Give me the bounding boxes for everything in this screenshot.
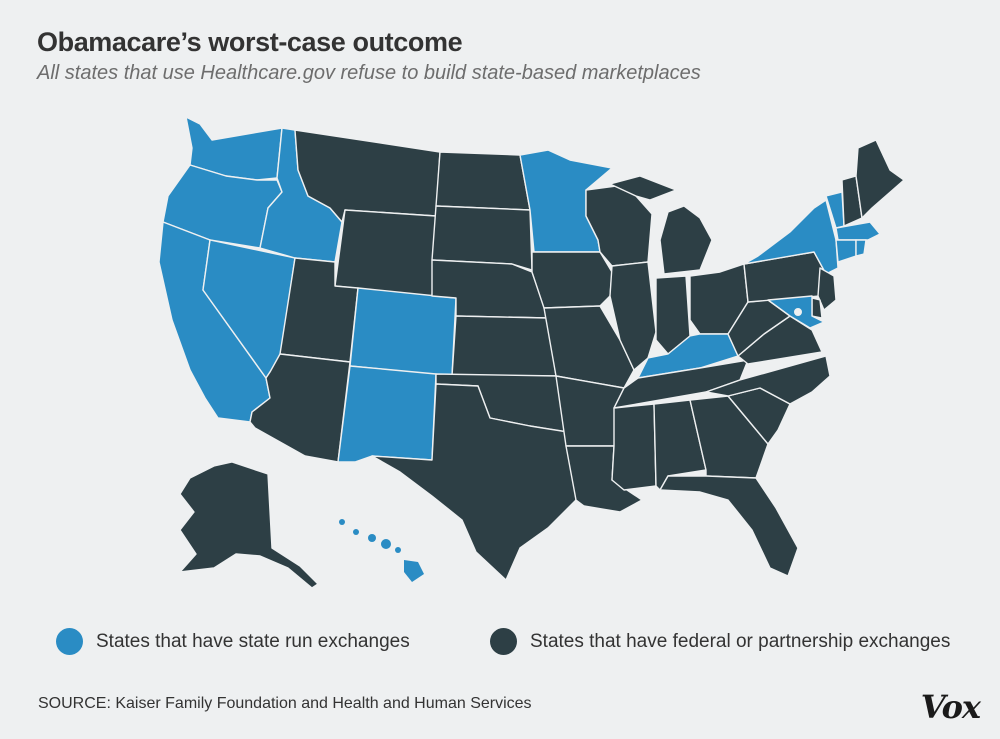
legend-swatch-state-run bbox=[56, 628, 83, 655]
state-tennessee bbox=[613, 359, 749, 409]
vox-logo: Vox bbox=[920, 688, 981, 726]
legend-label-federal: States that have federal or partnership … bbox=[530, 630, 951, 652]
state-dc bbox=[792, 306, 804, 318]
legend-item-state-run: States that have state run exchanges bbox=[56, 628, 410, 655]
state-north-dakota bbox=[435, 151, 531, 211]
state-michigan bbox=[659, 205, 713, 275]
state-massachusetts bbox=[835, 221, 881, 241]
state-kansas bbox=[451, 315, 557, 377]
state-texas bbox=[371, 383, 577, 581]
state-hawaii bbox=[339, 519, 424, 582]
state-alaska bbox=[179, 461, 319, 589]
page-title: Obamacare’s worst-case outcome bbox=[37, 27, 463, 57]
legend-label-state-run: States that have state run exchanges bbox=[96, 630, 410, 652]
state-delaware bbox=[811, 297, 823, 319]
state-wyoming bbox=[334, 209, 437, 297]
state-connecticut bbox=[835, 239, 857, 263]
state-illinois bbox=[609, 261, 657, 371]
state-north-carolina bbox=[705, 355, 831, 405]
state-florida bbox=[659, 475, 799, 577]
state-south-dakota bbox=[431, 205, 533, 271]
state-mississippi bbox=[611, 403, 657, 491]
state-iowa bbox=[531, 251, 613, 309]
page-subtitle: All states that use Healthcare.gov refus… bbox=[37, 62, 701, 84]
state-colorado bbox=[349, 287, 457, 377]
legend-item-federal: States that have federal or partnership … bbox=[490, 628, 950, 655]
source-note: SOURCE: Kaiser Family Foundation and Hea… bbox=[38, 695, 532, 712]
state-new-mexico bbox=[337, 365, 437, 463]
legend-swatch-federal bbox=[490, 628, 517, 655]
state-washington bbox=[185, 116, 283, 181]
state-michigan-upper bbox=[609, 175, 677, 201]
state-rhode-island bbox=[855, 239, 867, 257]
state-new-jersey bbox=[817, 267, 837, 311]
state-maine bbox=[855, 139, 905, 219]
